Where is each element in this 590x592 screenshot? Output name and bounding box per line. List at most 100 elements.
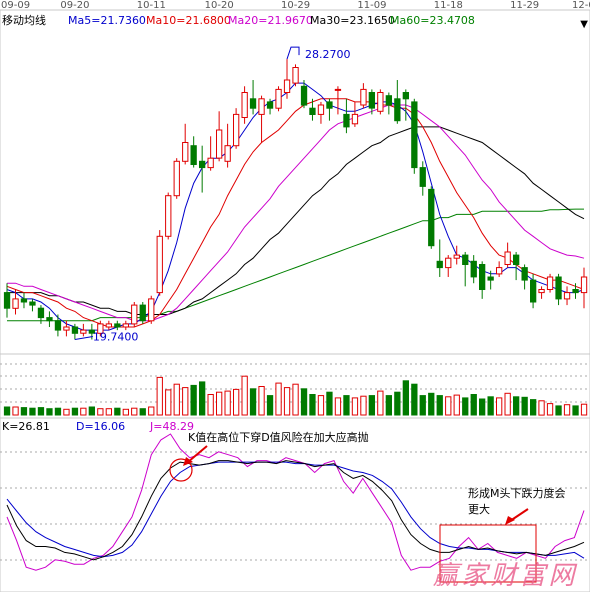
date-tick: 10-20 xyxy=(205,0,234,11)
volume-bar xyxy=(292,383,299,416)
volume-bar xyxy=(580,403,588,416)
candle xyxy=(428,186,435,249)
volume-bar xyxy=(275,382,282,416)
volume-bar xyxy=(216,391,223,416)
kd-note-arrow xyxy=(187,445,208,463)
volume-bar xyxy=(563,404,571,416)
volume-bar xyxy=(241,375,248,416)
volume-bar xyxy=(496,397,503,416)
candle xyxy=(453,245,460,265)
m-head-note-line1: 形成M头下跌力度会 xyxy=(468,486,566,500)
volume-bar xyxy=(88,406,95,416)
candle xyxy=(470,255,477,284)
high-price-marker: 28.2700 xyxy=(286,46,351,61)
candle xyxy=(258,95,265,143)
volume-bar xyxy=(207,394,214,416)
candle xyxy=(419,161,426,196)
volume-bar xyxy=(334,397,342,416)
chart-title: 移动均线 xyxy=(2,13,46,27)
candle xyxy=(546,273,554,293)
ma10-line xyxy=(6,98,585,328)
volume-bar xyxy=(165,389,172,416)
volume-bar xyxy=(402,380,410,416)
volume-bar xyxy=(12,406,19,416)
candle xyxy=(37,305,45,324)
volume-bar xyxy=(54,407,62,416)
candle xyxy=(351,101,359,127)
date-tick: 11-09 xyxy=(357,0,386,11)
candle xyxy=(199,145,206,193)
volume-bar xyxy=(538,400,545,416)
volume-bar xyxy=(283,387,291,416)
candle xyxy=(292,64,299,87)
candle xyxy=(538,286,545,299)
candle xyxy=(334,86,342,115)
candle xyxy=(54,314,62,337)
candle xyxy=(377,89,384,115)
volume-bar xyxy=(368,395,376,416)
volume-bar xyxy=(445,396,452,416)
volume-bar xyxy=(462,397,469,416)
date-tick: 12-0 xyxy=(572,0,590,11)
kdj-panel-frame xyxy=(0,417,590,592)
volume-bar xyxy=(29,407,36,416)
date-axis: 09-09 09-20 10-11 10-20 10-29 11-09 11-18 11-29… xyxy=(1,0,590,11)
candle xyxy=(241,86,248,124)
candle xyxy=(29,298,36,312)
candle xyxy=(139,301,146,324)
m-head-arrowhead xyxy=(505,516,515,525)
volume-bar xyxy=(249,388,257,416)
candle xyxy=(131,301,138,327)
volume-bar xyxy=(487,396,494,416)
kdj-gridlines xyxy=(0,451,590,561)
candle xyxy=(156,230,163,296)
volume-bar xyxy=(20,407,28,416)
kdj-legend: K=26.81 D=16.06 J=48.29 xyxy=(2,420,194,433)
kd-high-cross-note: K值在高位下穿D值风险在加大应高抛 xyxy=(188,430,369,444)
candle xyxy=(445,255,452,277)
volume-bar xyxy=(521,396,528,416)
ma60-line xyxy=(7,208,584,322)
candle xyxy=(80,323,87,337)
kd-cross-circle xyxy=(169,458,193,482)
volume-bar xyxy=(114,407,121,416)
volume-bar xyxy=(411,383,418,416)
candle xyxy=(12,289,19,315)
candle xyxy=(71,323,79,340)
dropdown-triangle-icon[interactable]: ▼ xyxy=(580,19,588,30)
volume-bar xyxy=(572,405,579,416)
volume-bar xyxy=(453,394,460,416)
volume-bar xyxy=(199,381,206,416)
m-head-note-line2: 更大 xyxy=(468,502,490,516)
candle xyxy=(266,98,274,115)
kdj-lines xyxy=(6,433,585,571)
ma-legend-item: Ma30=23.1650 xyxy=(310,14,395,27)
candle xyxy=(300,80,308,109)
candle xyxy=(343,98,350,134)
candle xyxy=(326,98,333,121)
volume-bar xyxy=(156,376,163,416)
volume-bar xyxy=(479,398,486,416)
candle xyxy=(105,320,112,331)
candle xyxy=(563,286,571,306)
candle xyxy=(479,261,486,299)
candle xyxy=(283,59,291,99)
volume-bar xyxy=(419,395,426,416)
volume-bar xyxy=(190,384,197,416)
volume-bar xyxy=(470,394,477,416)
date-tick: 10-29 xyxy=(281,0,310,11)
ma20-line xyxy=(7,104,585,322)
j-line xyxy=(6,433,585,571)
volume-bar xyxy=(224,390,231,416)
candle xyxy=(46,311,53,327)
candle xyxy=(411,98,418,174)
candle xyxy=(165,192,172,240)
volume-bar xyxy=(63,408,70,416)
ma-legend-item: Ma5=21.7360 xyxy=(68,14,146,27)
candle xyxy=(122,320,129,331)
candle xyxy=(496,261,503,277)
candle xyxy=(394,80,401,124)
candle xyxy=(233,108,240,149)
candle xyxy=(402,89,410,121)
